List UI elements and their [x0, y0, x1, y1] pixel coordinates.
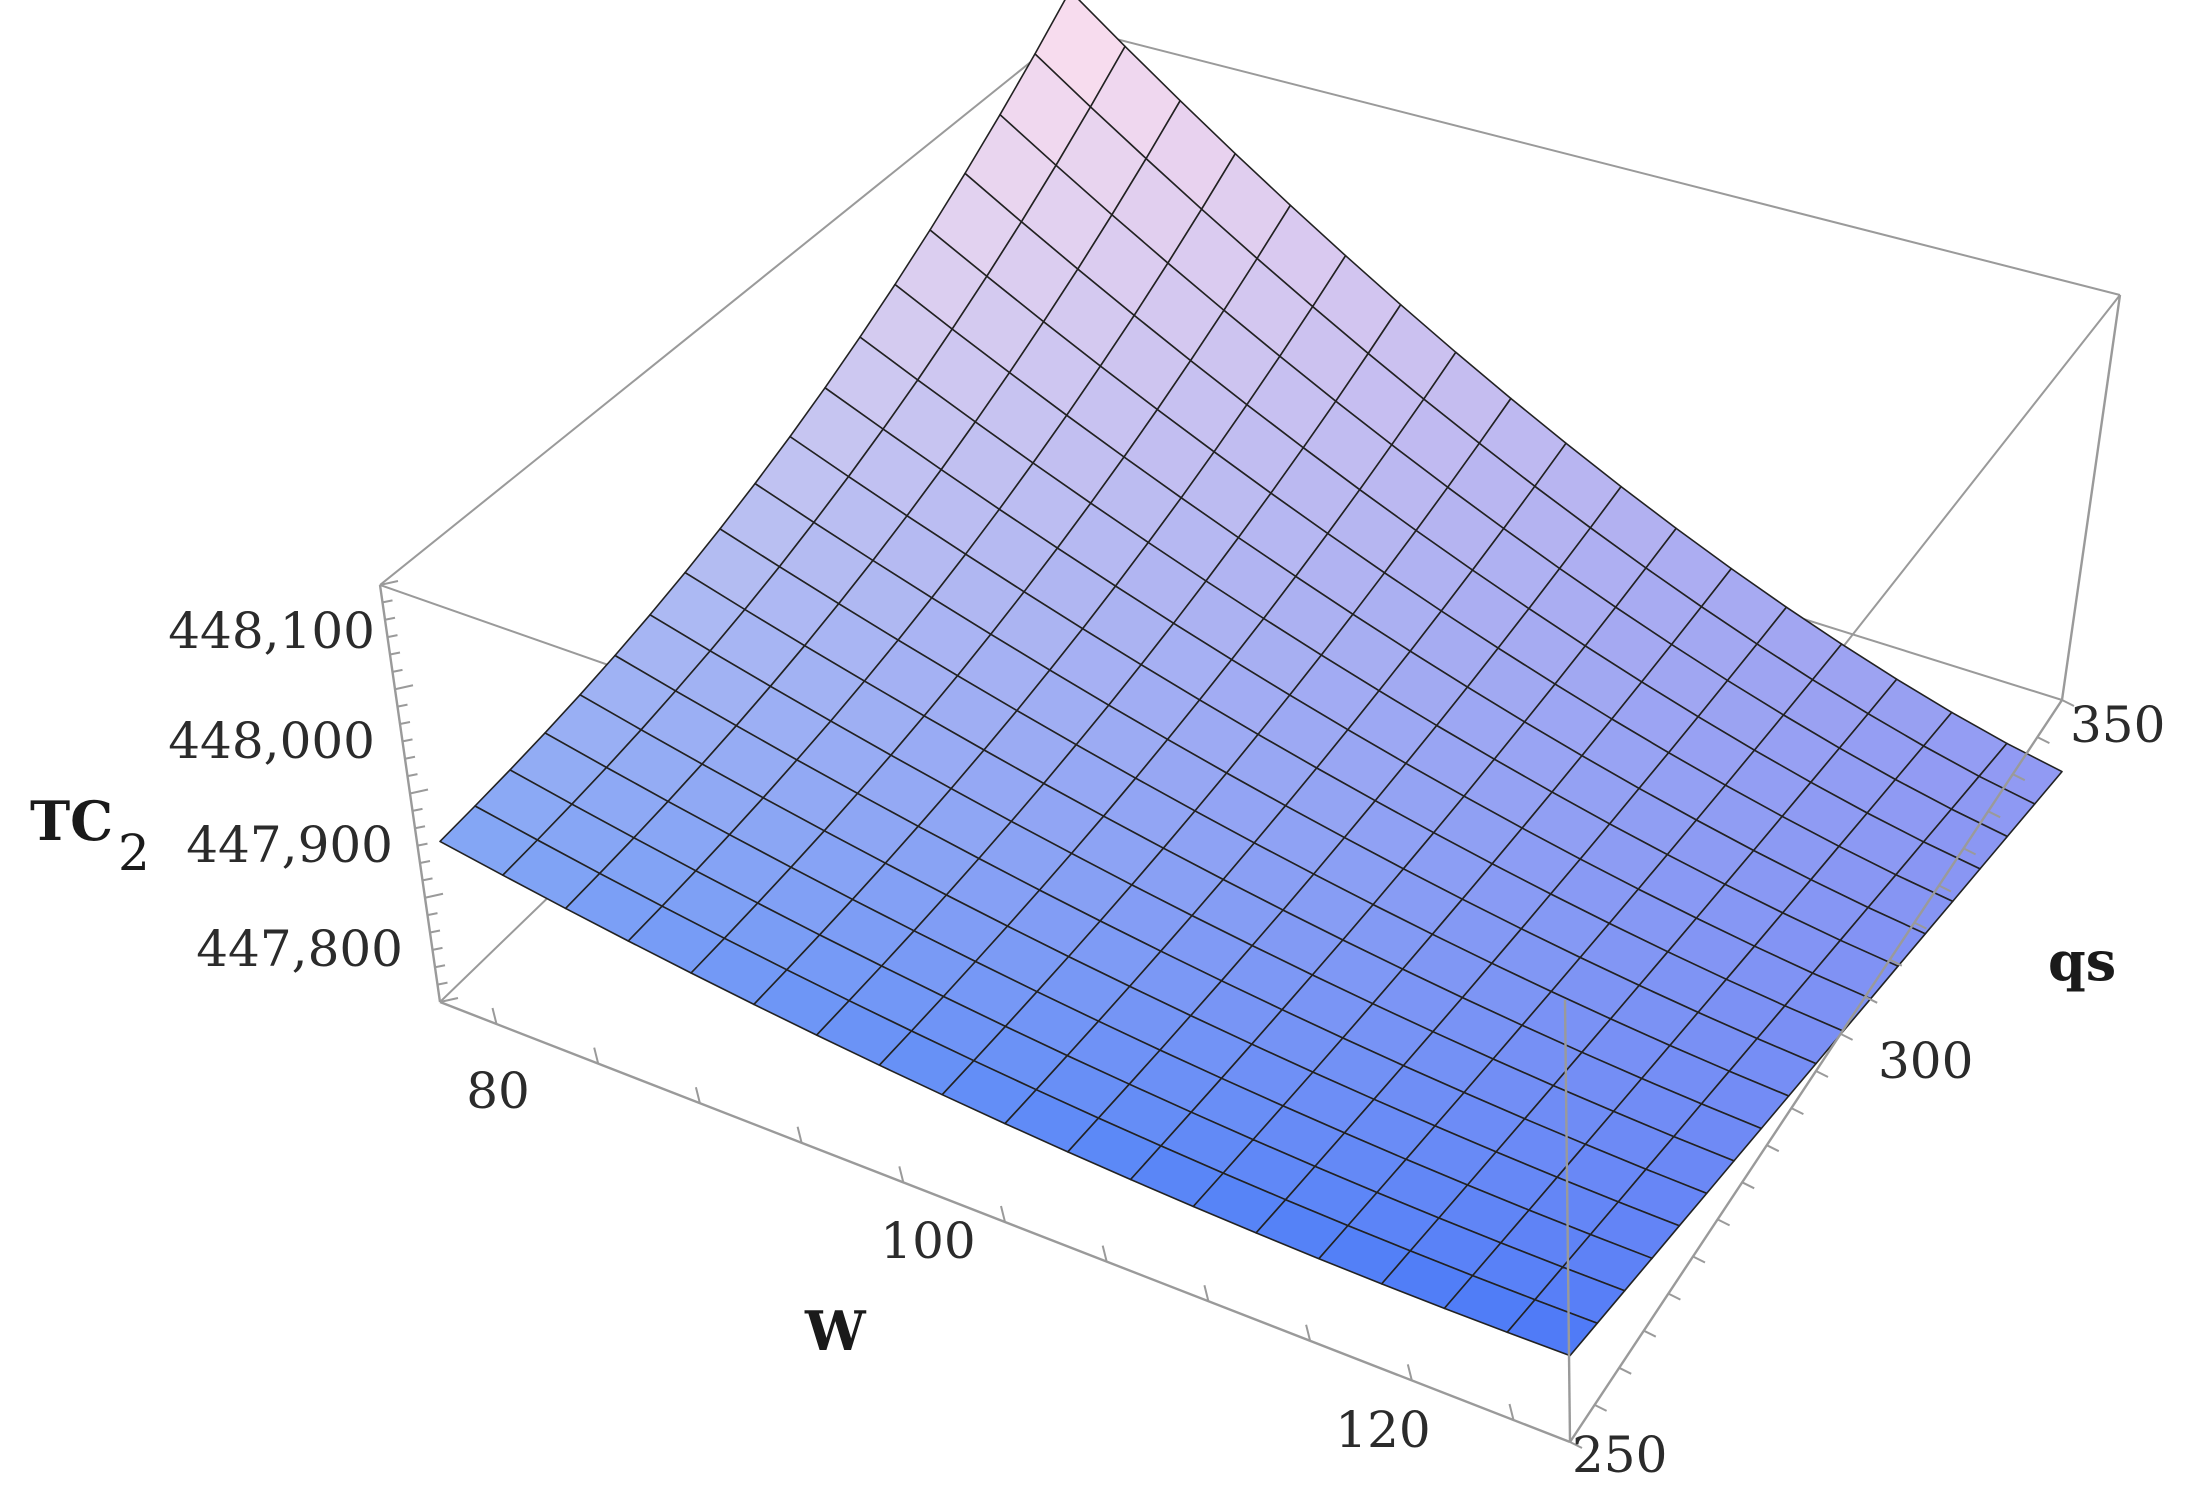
z-tick: [394, 684, 414, 691]
z-tick-label: 447,900: [186, 816, 393, 874]
y-tick: [1987, 810, 2001, 819]
x-tick: [491, 1007, 498, 1025]
z-tick: [399, 721, 411, 725]
y-tick: [1913, 921, 1927, 930]
y-tick-label: 250: [1572, 1426, 1667, 1484]
box-edge: [379, 27, 1074, 586]
y-tick: [1815, 1070, 1829, 1078]
z-tick: [404, 755, 416, 760]
x-tick-label: 100: [880, 1212, 975, 1270]
z-tick: [402, 738, 413, 743]
z-tick: [434, 964, 446, 969]
z-tick: [387, 634, 398, 639]
z-axis-label-subscript: 2: [118, 824, 150, 882]
box-edge: [1072, 27, 2121, 296]
y-tick-label: 350: [2070, 696, 2165, 754]
y-tick: [2061, 699, 2075, 707]
surface-mesh: [439, 0, 2063, 1357]
x-tick: [1203, 1284, 1210, 1302]
y-tick: [1569, 1441, 1583, 1449]
x-tick: [1406, 1364, 1413, 1381]
z-tick: [432, 946, 443, 951]
y-tick: [1790, 1107, 1804, 1115]
x-tick: [1000, 1205, 1006, 1223]
z-tick: [409, 788, 429, 795]
surface-patch: [1506, 1298, 1599, 1357]
x-tick-label: 80: [466, 1062, 530, 1120]
box-edge: [1563, 999, 1572, 1443]
x-tick-label: 120: [1335, 1401, 1430, 1459]
y-tick: [1594, 1404, 1608, 1412]
y-tick: [1667, 1292, 1681, 1301]
y-tick: [1741, 1181, 1755, 1190]
y-tick: [1840, 1033, 1854, 1041]
y-axis-label: qs: [2048, 929, 2116, 993]
y-tick: [2036, 736, 2050, 744]
x-axis-label: W: [804, 1299, 867, 1363]
z-tick: [424, 892, 444, 899]
z-tick: [429, 929, 441, 934]
x-tick: [1508, 1403, 1515, 1421]
z-tick-label: 448,000: [168, 712, 375, 770]
y-tick: [1618, 1366, 1632, 1375]
z-tick: [439, 997, 459, 1003]
y-tick: [1864, 995, 1878, 1004]
x-tick: [898, 1166, 905, 1183]
z-tick: [419, 860, 431, 864]
y-tick: [1717, 1218, 1731, 1227]
z-tick: [422, 877, 433, 882]
y-tick: [1963, 847, 1977, 856]
y-tick: [2012, 773, 2026, 782]
z-tick: [397, 703, 408, 708]
x-tick: [593, 1047, 600, 1064]
y-tick: [1938, 884, 1952, 893]
z-tick: [407, 773, 418, 778]
z-tick: [417, 842, 428, 847]
z-tick-label: 447,800: [196, 920, 403, 978]
z-tick: [389, 651, 401, 656]
x-tick: [1101, 1245, 1108, 1262]
y-tick: [1643, 1329, 1657, 1338]
z-tick-label: 448,100: [168, 602, 375, 660]
z-tick: [382, 599, 393, 604]
y-tick-label: 300: [1878, 1032, 1973, 1090]
z-tick: [392, 668, 403, 673]
z-tick: [414, 825, 426, 830]
axis-ticks: [379, 580, 2075, 1449]
box-edge: [2060, 294, 2122, 701]
z-tick: [427, 912, 438, 917]
y-tick: [1766, 1144, 1780, 1153]
z-tick: [384, 616, 396, 621]
y-tick: [1692, 1255, 1706, 1264]
z-tick: [437, 981, 448, 986]
z-tick: [412, 807, 423, 812]
x-tick: [1305, 1324, 1312, 1342]
y-tick: [1889, 958, 1903, 967]
x-tick: [796, 1126, 803, 1144]
x-tick: [694, 1086, 701, 1104]
z-axis-label: TC: [30, 789, 113, 853]
z-tick: [379, 580, 399, 586]
